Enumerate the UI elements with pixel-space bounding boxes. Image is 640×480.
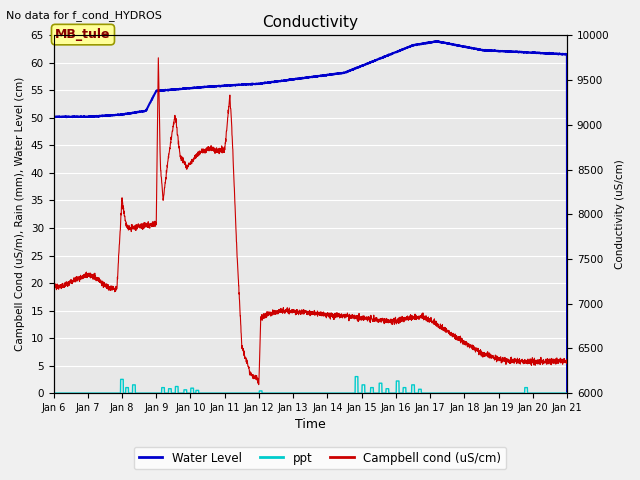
Text: No data for f_cond_HYDROS: No data for f_cond_HYDROS [6,10,163,21]
Legend: Water Level, ppt, Campbell cond (uS/cm): Water Level, ppt, Campbell cond (uS/cm) [134,447,506,469]
X-axis label: Time: Time [295,419,326,432]
Y-axis label: Campbell Cond (uS/m), Rain (mm), Water Level (cm): Campbell Cond (uS/m), Rain (mm), Water L… [15,77,25,351]
Y-axis label: Conductivity (uS/cm): Conductivity (uS/cm) [615,159,625,269]
Text: MB_tule: MB_tule [55,28,111,41]
Title: Conductivity: Conductivity [262,15,358,30]
